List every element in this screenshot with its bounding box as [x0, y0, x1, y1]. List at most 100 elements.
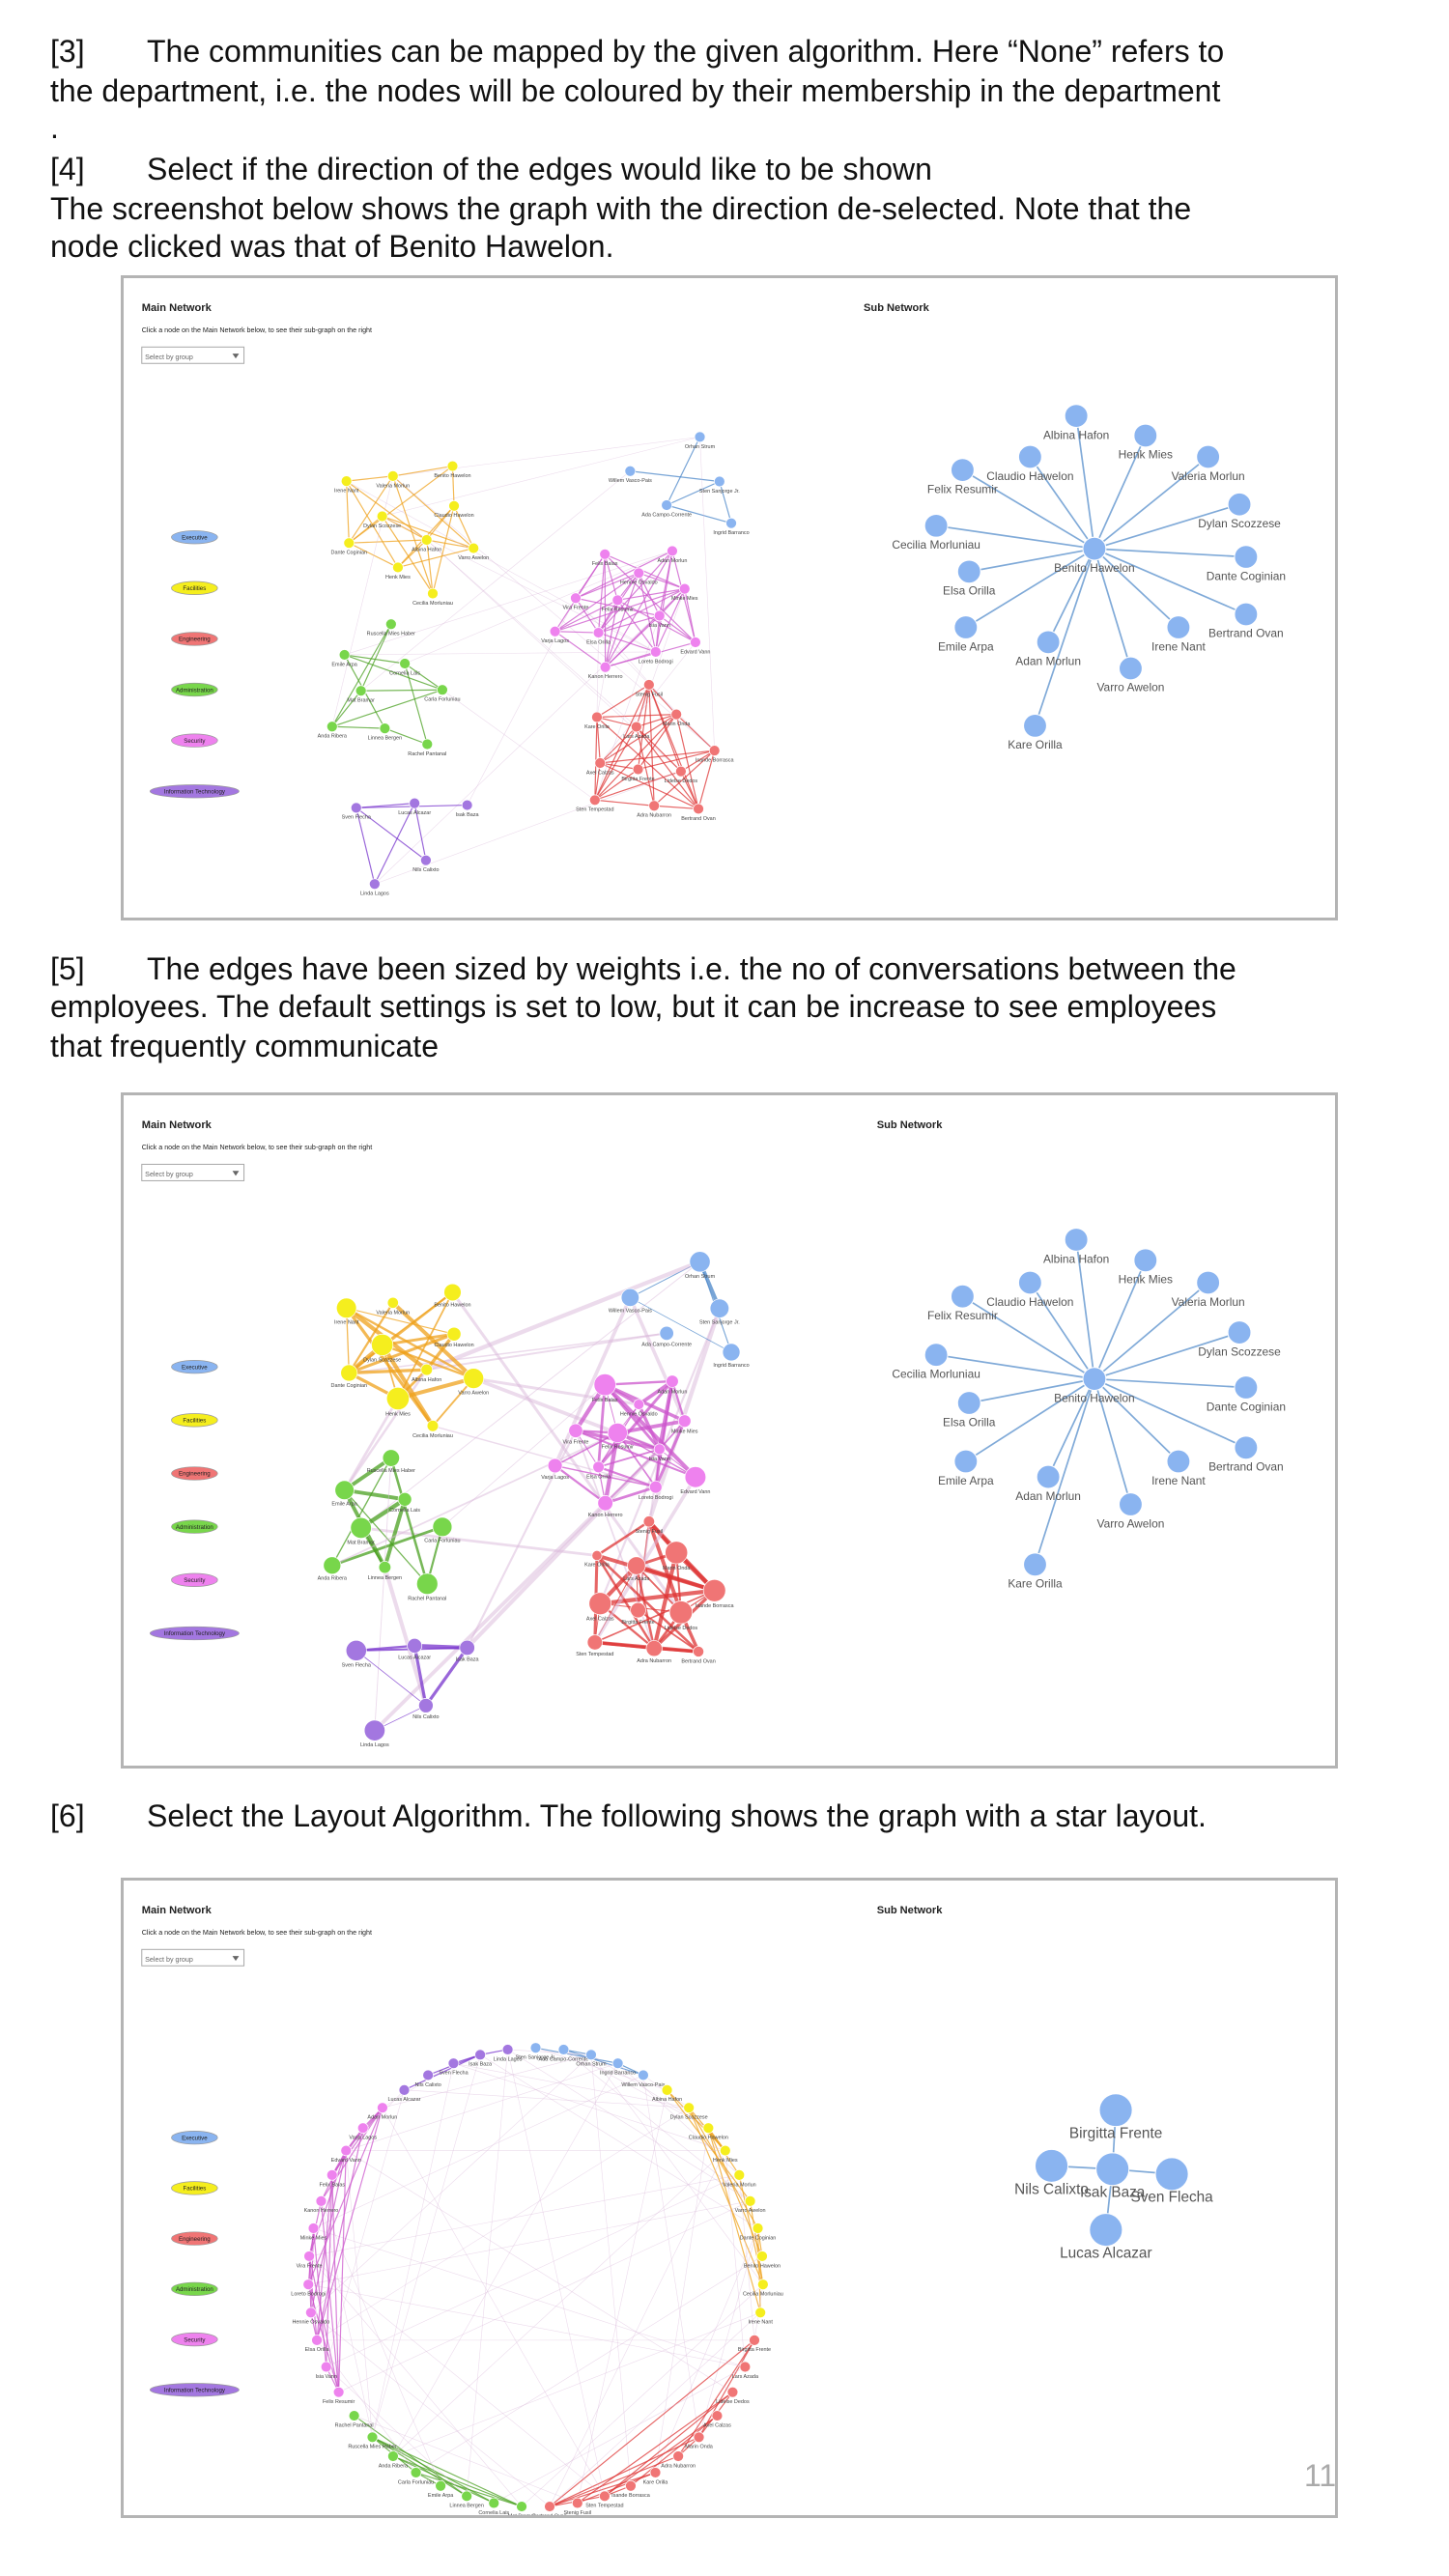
sub-node[interactable]: [923, 513, 949, 538]
network-node[interactable]: [630, 1601, 646, 1619]
network-node[interactable]: [653, 1443, 666, 1456]
network-node[interactable]: [661, 2084, 673, 2096]
network-node[interactable]: [340, 1364, 358, 1382]
network-node[interactable]: [426, 1420, 440, 1432]
network-node[interactable]: [624, 465, 637, 477]
network-node[interactable]: [350, 1516, 372, 1539]
network-node[interactable]: [363, 1719, 385, 1741]
network-node[interactable]: [397, 1491, 412, 1507]
network-node[interactable]: [418, 1698, 434, 1713]
network-node[interactable]: [303, 2250, 315, 2262]
network-node[interactable]: [435, 2479, 446, 2492]
sub-node[interactable]: [1234, 602, 1259, 627]
network-node[interactable]: [387, 2450, 399, 2462]
network-node[interactable]: [661, 499, 672, 511]
network-node[interactable]: [340, 2144, 353, 2157]
network-node[interactable]: [547, 1458, 563, 1474]
network-node[interactable]: [694, 431, 706, 443]
network-node[interactable]: [320, 2361, 332, 2373]
sub-node[interactable]: [956, 559, 981, 584]
network-node[interactable]: [407, 1637, 423, 1654]
group-select[interactable]: [141, 1948, 245, 1967]
network-node[interactable]: [488, 2497, 500, 2509]
network-node[interactable]: [653, 609, 666, 622]
network-node[interactable]: [633, 567, 645, 580]
network-node[interactable]: [432, 1516, 453, 1538]
sub-node[interactable]: [1166, 1449, 1191, 1474]
network-node[interactable]: [719, 2144, 731, 2157]
network-node[interactable]: [599, 2490, 611, 2503]
network-node[interactable]: [420, 534, 433, 546]
network-node[interactable]: [649, 2467, 662, 2478]
network-node[interactable]: [398, 2084, 411, 2096]
network-node[interactable]: [588, 1592, 612, 1616]
group-select[interactable]: [141, 1163, 245, 1181]
network-node[interactable]: [366, 2431, 379, 2444]
network-node[interactable]: [382, 1449, 400, 1467]
network-node[interactable]: [585, 2049, 597, 2061]
network-node[interactable]: [416, 1572, 439, 1596]
network-node[interactable]: [683, 2102, 695, 2113]
network-node[interactable]: [461, 2490, 472, 2503]
sub-node[interactable]: [953, 1449, 979, 1474]
network-node[interactable]: [334, 1480, 355, 1500]
network-node[interactable]: [326, 2169, 338, 2181]
sub-node[interactable]: [1036, 1464, 1061, 1489]
network-node[interactable]: [448, 500, 460, 512]
sub-node[interactable]: [1023, 714, 1047, 738]
network-node[interactable]: [670, 708, 682, 721]
network-node[interactable]: [427, 587, 439, 600]
sub-node[interactable]: [1118, 1492, 1143, 1516]
sub-node[interactable]: [1082, 1367, 1107, 1392]
network-node[interactable]: [474, 2049, 486, 2061]
sub-node[interactable]: [1023, 1552, 1047, 1577]
network-node[interactable]: [650, 646, 662, 658]
network-node[interactable]: [642, 1515, 655, 1528]
network-node[interactable]: [592, 1460, 605, 1473]
network-node[interactable]: [589, 794, 601, 807]
network-node[interactable]: [345, 1639, 367, 1661]
sub-node[interactable]: [1234, 1375, 1259, 1400]
network-node[interactable]: [711, 2410, 724, 2421]
network-node[interactable]: [594, 757, 607, 769]
network-node[interactable]: [684, 1466, 707, 1488]
network-node[interactable]: [468, 542, 480, 554]
network-node[interactable]: [410, 2467, 422, 2478]
sub-node[interactable]: [1227, 1320, 1252, 1345]
network-node[interactable]: [443, 1283, 462, 1302]
sub-node[interactable]: [950, 1284, 975, 1309]
network-node[interactable]: [666, 1374, 679, 1388]
network-node[interactable]: [599, 661, 611, 673]
network-node[interactable]: [744, 2195, 756, 2207]
network-node[interactable]: [323, 1556, 342, 1575]
network-node[interactable]: [756, 2250, 768, 2262]
network-node[interactable]: [643, 679, 655, 691]
group-select[interactable]: [141, 346, 245, 364]
network-node[interactable]: [446, 460, 459, 472]
sub-node[interactable]: [1064, 1228, 1089, 1252]
network-node[interactable]: [568, 1423, 583, 1438]
sub-node[interactable]: [1196, 444, 1221, 469]
network-node[interactable]: [516, 2501, 527, 2512]
network-node[interactable]: [672, 2450, 684, 2462]
network-node[interactable]: [678, 582, 691, 595]
network-node[interactable]: [625, 2479, 637, 2492]
network-node[interactable]: [371, 1333, 394, 1356]
network-node[interactable]: [343, 537, 355, 549]
network-node[interactable]: [611, 2057, 624, 2069]
network-node[interactable]: [591, 1549, 603, 1561]
network-node[interactable]: [649, 1480, 663, 1494]
network-node[interactable]: [392, 561, 404, 574]
network-node[interactable]: [665, 1541, 689, 1565]
network-node[interactable]: [377, 2102, 388, 2113]
sub-node[interactable]: [1133, 423, 1158, 448]
network-node[interactable]: [557, 2044, 570, 2055]
network-node[interactable]: [385, 618, 397, 631]
network-node[interactable]: [447, 2057, 460, 2069]
network-node[interactable]: [659, 1325, 674, 1341]
network-node[interactable]: [709, 1298, 729, 1318]
network-node[interactable]: [675, 765, 687, 778]
network-node[interactable]: [307, 2222, 320, 2234]
network-node[interactable]: [379, 722, 391, 734]
network-node[interactable]: [631, 721, 642, 733]
